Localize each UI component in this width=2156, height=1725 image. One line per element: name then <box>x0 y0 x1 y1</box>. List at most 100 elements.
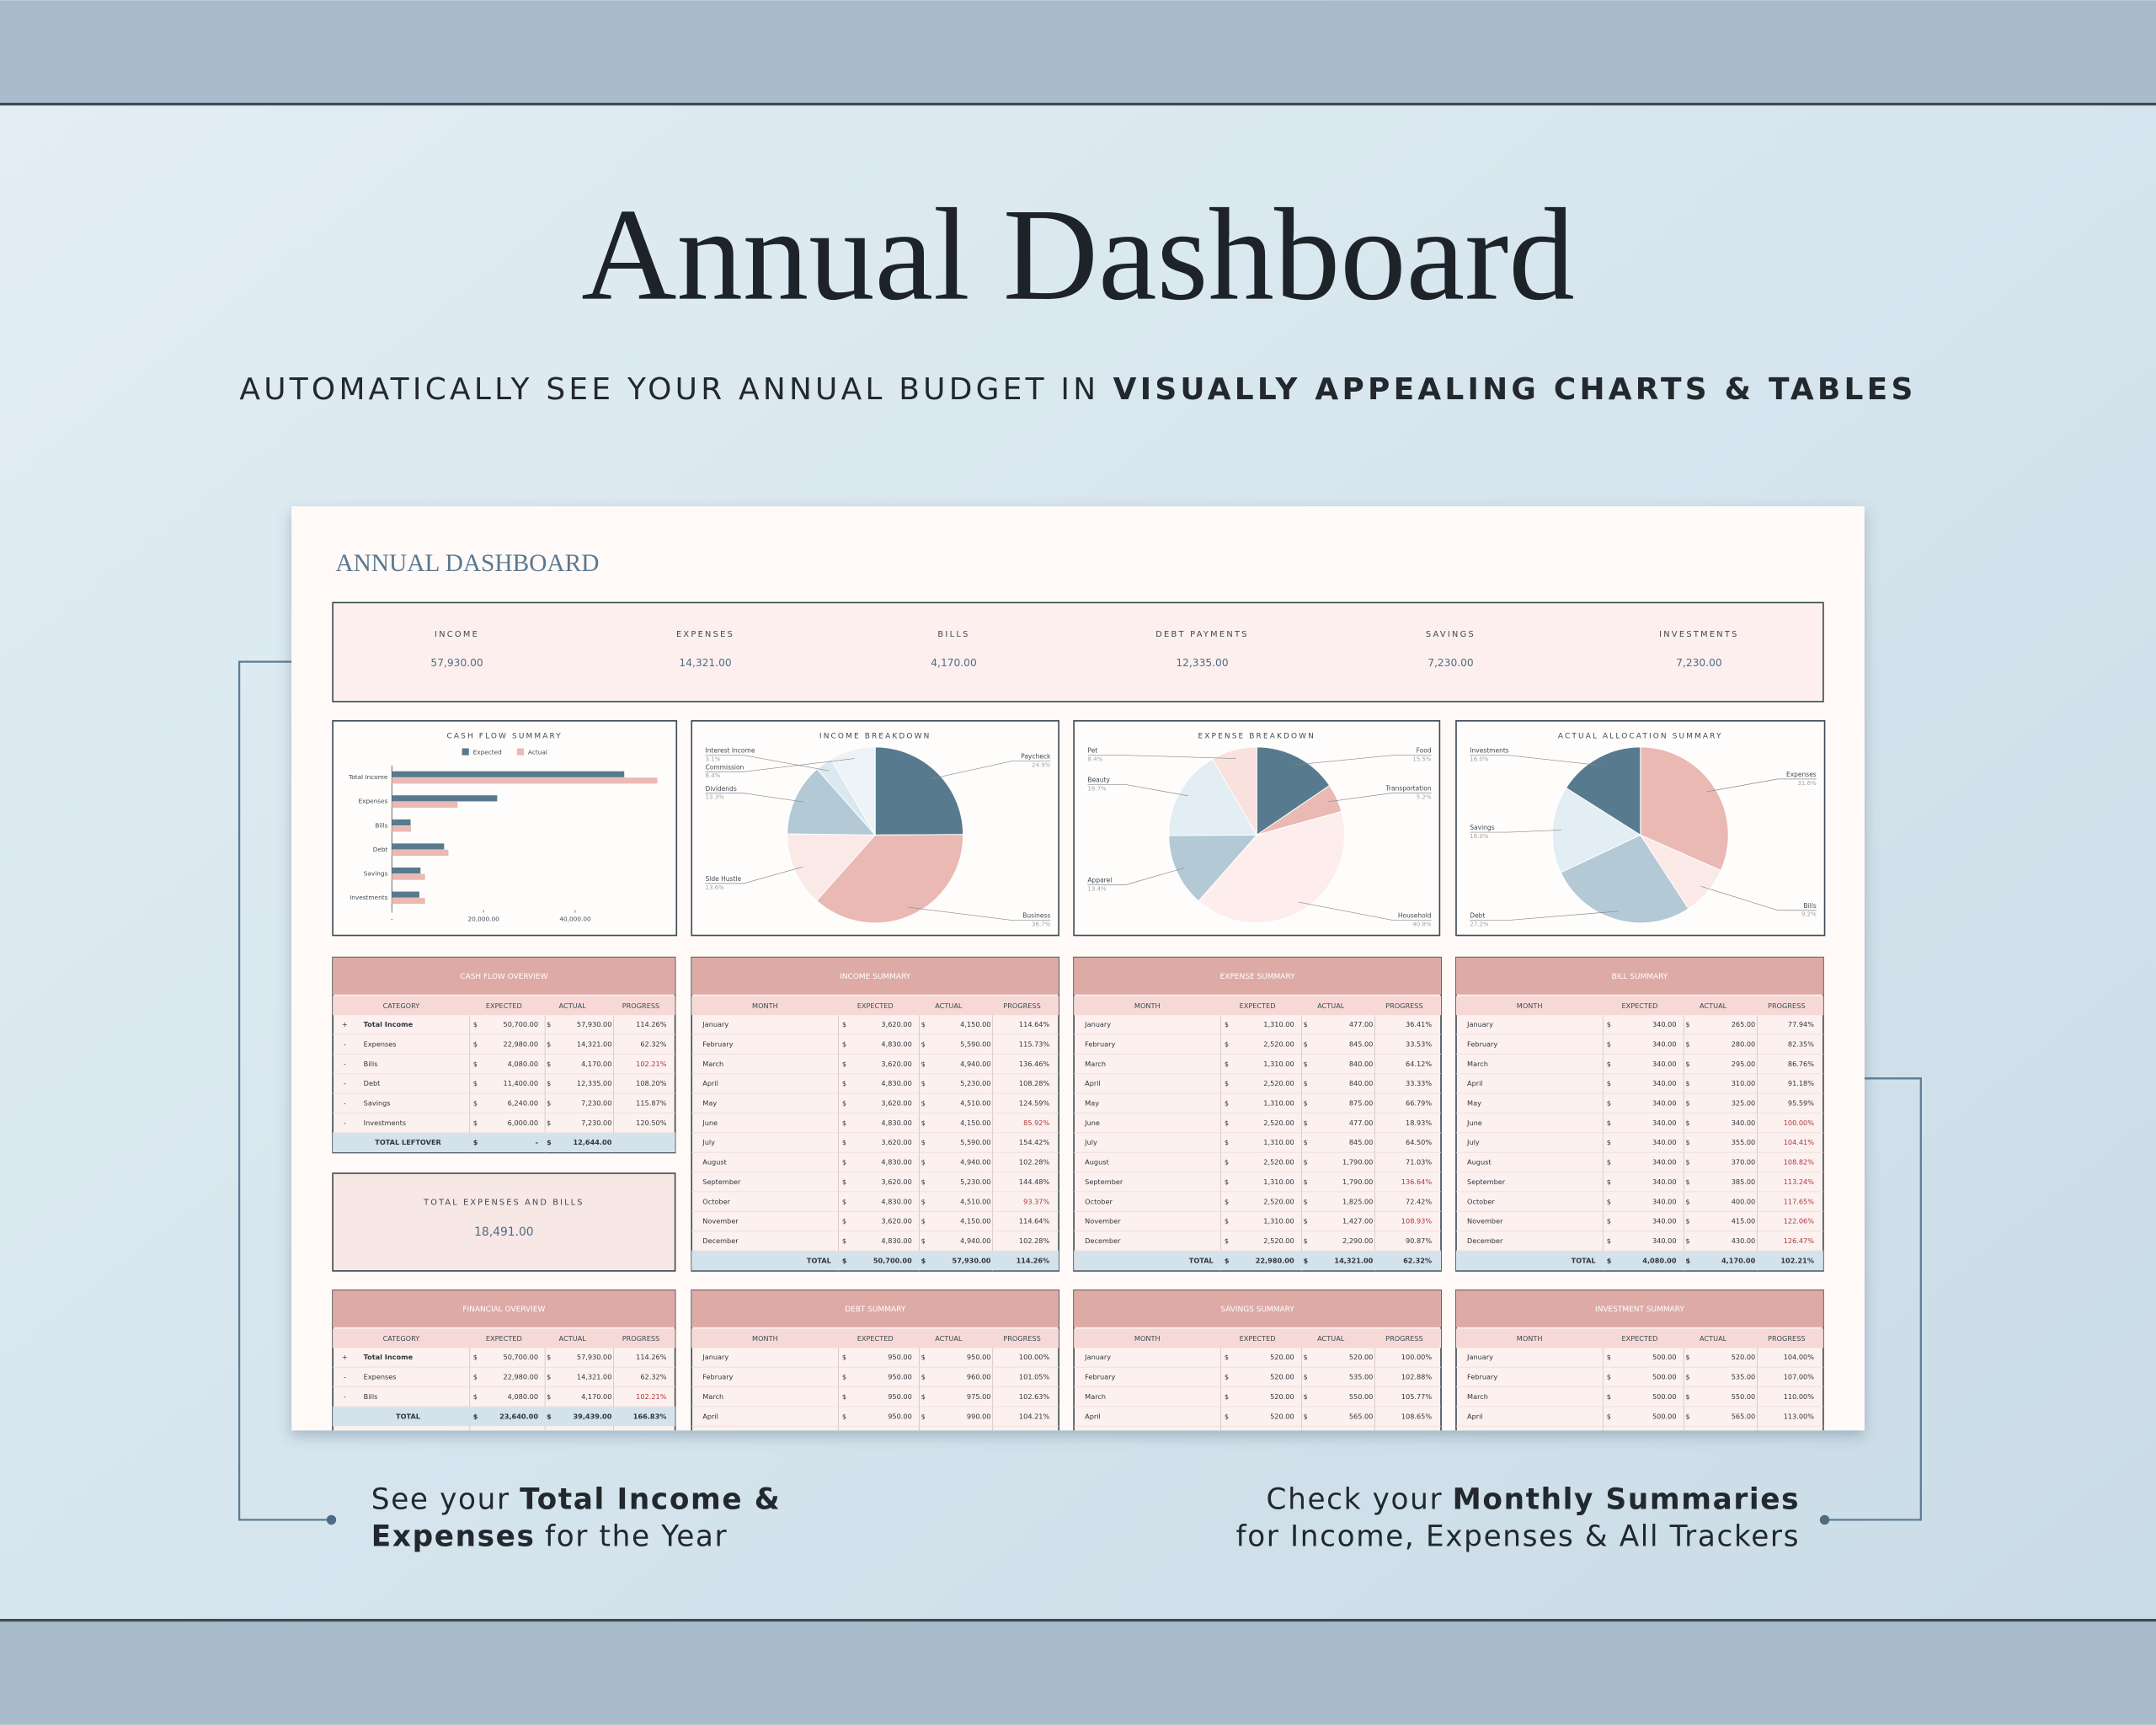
table-cell: 102.28% <box>1019 1236 1050 1245</box>
table-cell: December <box>1467 1236 1503 1245</box>
column-header: PROGRESS <box>1768 1334 1806 1343</box>
table-cell: September <box>702 1178 741 1186</box>
legend-swatch <box>462 748 469 756</box>
table-cell: $ <box>1607 1138 1611 1146</box>
table-title: BILL SUMMARY <box>1612 973 1668 981</box>
pie-slice <box>1551 787 1641 873</box>
kpi-label: INCOME <box>435 630 479 639</box>
table-cell: 950.00 <box>967 1353 991 1361</box>
total-cell: $ <box>842 1256 847 1264</box>
total-cell: $ <box>473 1138 478 1146</box>
table-cell: $ <box>1607 1412 1611 1420</box>
bar <box>392 867 421 874</box>
table-cell: $ <box>1685 1412 1689 1420</box>
table-cell: $ <box>921 1119 926 1127</box>
table-cell: 500.00 <box>1652 1353 1677 1361</box>
table-cell: $ <box>1225 1373 1229 1381</box>
table-cell: 520.00 <box>1349 1353 1374 1361</box>
table-cell: $ <box>1607 1060 1611 1068</box>
table-cell: $ <box>1685 1373 1689 1381</box>
table-cell: $ <box>1685 1138 1689 1146</box>
table-cell: $ <box>1225 1040 1229 1049</box>
table-cell: January <box>1084 1353 1111 1361</box>
table-cell: 12,335.00 <box>577 1079 612 1087</box>
table-cell: $ <box>1685 1178 1689 1186</box>
pie-label: Business <box>1022 912 1050 920</box>
table-cell: December <box>1085 1236 1121 1245</box>
table-cell: 2,520.00 <box>1263 1158 1294 1167</box>
table-cell: 840.00 <box>1349 1079 1374 1087</box>
table-cell: 108.82% <box>1784 1158 1815 1167</box>
table-cell: November <box>1467 1217 1503 1226</box>
column-header: MONTH <box>752 1001 778 1010</box>
table-cell: Total Income <box>364 1353 414 1361</box>
legend-label: Actual <box>528 748 547 756</box>
column-header-bar <box>333 1328 675 1348</box>
table-cell: 3,620.00 <box>881 1020 911 1028</box>
table-cell: 4,510.00 <box>960 1197 990 1205</box>
table-cell: 845.00 <box>1349 1138 1374 1146</box>
table-cell: 325.00 <box>1732 1099 1756 1108</box>
table-cell: 5,590.00 <box>960 1040 990 1049</box>
table-cell: $ <box>473 1373 478 1381</box>
table-cell: $ <box>473 1020 478 1028</box>
total-cell: 57,930.00 <box>953 1256 991 1264</box>
table-cell: $ <box>1225 1217 1229 1226</box>
callout-line: for Income, Expenses & All Trackers <box>1236 1519 1801 1553</box>
connector <box>1824 1077 1922 1521</box>
table-cell: 144.48% <box>1019 1178 1050 1186</box>
table-cell: 950.00 <box>888 1392 912 1401</box>
column-header: ACTUAL <box>1317 1001 1345 1010</box>
table-cell: April <box>1467 1412 1483 1420</box>
table-cell: $ <box>1607 1020 1611 1028</box>
table-cell: 64.50% <box>1406 1138 1432 1146</box>
table-cell: 71.03% <box>1406 1158 1432 1167</box>
column-header: EXPECTED <box>1240 1334 1276 1343</box>
total-cell: $ <box>1607 1256 1612 1264</box>
table-cell: 14,321.00 <box>577 1040 612 1049</box>
total-cell: 114.26% <box>1017 1256 1050 1264</box>
table-cell: September <box>1085 1178 1123 1186</box>
column-header: ACTUAL <box>1700 1334 1727 1343</box>
pie-label: Food <box>1417 747 1432 755</box>
table-cell: $ <box>921 1178 926 1186</box>
table-cell: 4,940.00 <box>960 1236 990 1245</box>
callout-text: Check your <box>1267 1482 1444 1516</box>
table-cell: February <box>1085 1373 1115 1381</box>
table-cell: $ <box>921 1373 926 1381</box>
pie-slice <box>1168 834 1258 902</box>
table-cell: June <box>702 1119 718 1127</box>
total-cell: $ <box>547 1138 552 1146</box>
total-cell: $ <box>1225 1256 1230 1264</box>
kpi-value: 4,170.00 <box>931 657 976 669</box>
table-cell: July <box>702 1138 715 1146</box>
leader-line <box>1470 911 1620 921</box>
pie-slice <box>1565 746 1641 836</box>
table-cell: 22,980.00 <box>504 1373 539 1381</box>
leader-line <box>1328 793 1432 803</box>
table-cell: April <box>702 1412 718 1420</box>
table-cell: $ <box>1225 1412 1229 1420</box>
table-cell: 550.00 <box>1732 1392 1756 1401</box>
table-cell: 340.00 <box>1732 1119 1756 1127</box>
table-cell: 950.00 <box>888 1373 912 1381</box>
pie-value-label: 13.3% <box>706 793 725 801</box>
table-cell: 82.35% <box>1788 1040 1814 1049</box>
table-cell: 91.18% <box>1788 1079 1814 1087</box>
leader-line <box>1294 755 1432 766</box>
kpi-label: SAVINGS <box>1426 630 1476 639</box>
table-cell: $ <box>1225 1353 1229 1361</box>
table-cell: 115.73% <box>1019 1040 1050 1049</box>
table-cell: $ <box>1304 1119 1308 1127</box>
table-cell: 50,700.00 <box>504 1020 539 1028</box>
pie-value-label: 15.5% <box>1412 756 1432 763</box>
table-cell: March <box>702 1060 723 1068</box>
table-cell: $ <box>1607 1178 1611 1186</box>
table-cell: 340.00 <box>1652 1020 1677 1028</box>
table-cell: $ <box>1607 1373 1611 1381</box>
table-cell: January <box>1466 1020 1493 1028</box>
pie-label: Transportation <box>1385 784 1431 792</box>
table-cell: 2,520.00 <box>1263 1236 1294 1245</box>
table-cell: 4,150.00 <box>960 1020 990 1028</box>
